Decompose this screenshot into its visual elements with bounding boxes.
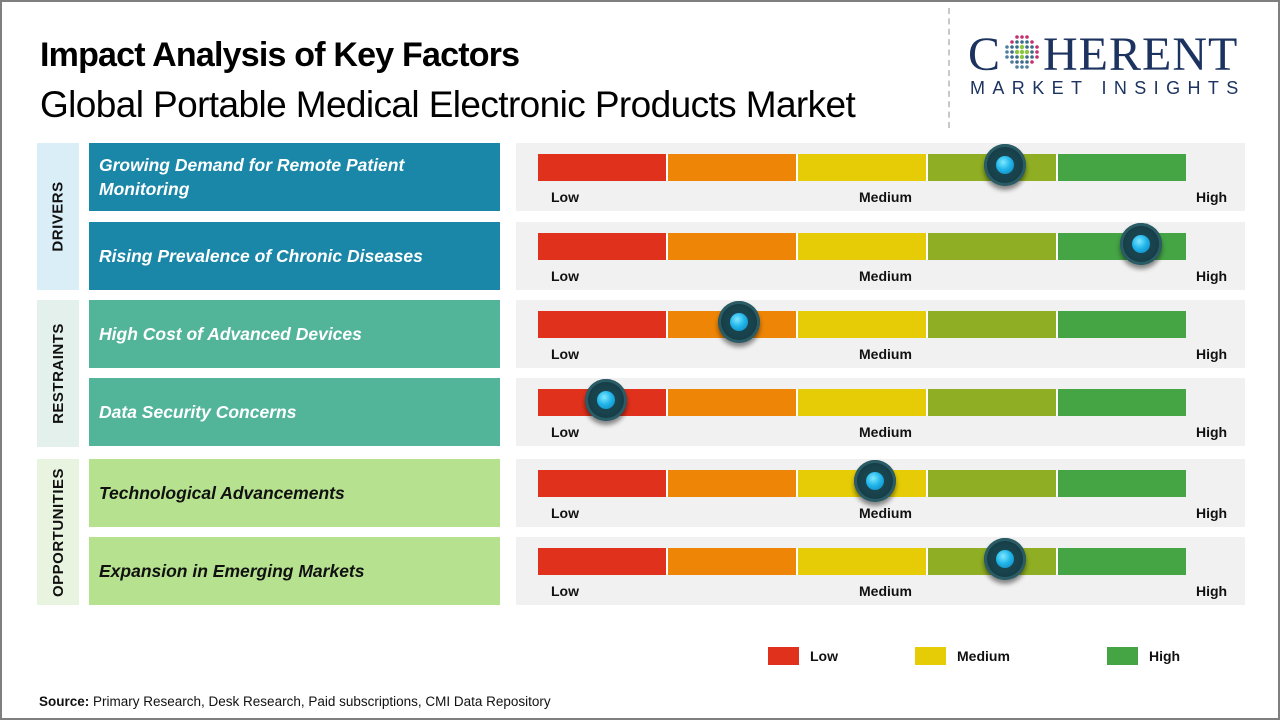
gauge-medium-label: Medium (859, 583, 912, 599)
legend-label: High (1149, 648, 1181, 664)
impact-gauge: Low Medium High (516, 378, 1245, 446)
category-name: OPPORTUNITIES (49, 467, 67, 597)
impact-gauge: Low Medium High (516, 537, 1245, 605)
gauge-segment (538, 311, 668, 338)
impact-gauge: Low Medium High (516, 222, 1245, 290)
page-subtitle: Global Portable Medical Electronic Produ… (40, 84, 856, 125)
gauge-segment (798, 233, 928, 260)
gauge-bar (538, 548, 1186, 575)
gauge-segment (928, 233, 1058, 260)
legend-label: Low (810, 648, 838, 664)
impact-gauge: Low Medium High (516, 300, 1245, 368)
gauge-segment (1058, 548, 1186, 575)
gauge-high-label: High (1196, 583, 1228, 599)
gauge-segment (538, 154, 668, 181)
legend-swatch (1107, 647, 1138, 665)
gauge-segment (538, 233, 668, 260)
legend-swatch (768, 647, 799, 665)
factor-label: Data Security Concerns (99, 402, 297, 422)
category-label-restraints: RESTRAINTS (37, 300, 79, 447)
gauge-high-label: High (1196, 505, 1228, 521)
gauge-medium-label: Medium (859, 424, 912, 440)
gauge-bar (538, 154, 1186, 181)
gauge-bar (538, 311, 1186, 338)
impact-marker (983, 144, 1026, 186)
gauge-medium-label: Medium (859, 189, 912, 205)
factor-label: Technological Advancements (99, 483, 345, 503)
factor-box: High Cost of Advanced Devices (89, 300, 500, 368)
gauge-segment (1058, 470, 1186, 497)
category-name: DRIVERS (49, 181, 67, 252)
gauge-low-label: Low (551, 189, 579, 205)
source-text: Primary Research, Desk Research, Paid su… (89, 694, 551, 709)
legend-label: Medium (957, 648, 1010, 664)
factor-box: Technological Advancements (89, 459, 500, 527)
category-name: RESTRAINTS (49, 323, 67, 424)
logo-letter-c: C (968, 28, 1002, 81)
factor-label: Expansion in Emerging Markets (99, 561, 365, 581)
gauge-segment (538, 470, 668, 497)
impact-marker (1119, 223, 1162, 265)
gauge-segment (928, 389, 1058, 416)
source-label: Source: (39, 694, 90, 709)
legend-item-medium: Medium (915, 647, 1010, 665)
header-divider (948, 8, 950, 128)
gauge-low-label: Low (551, 505, 579, 521)
gauge-segment (668, 233, 798, 260)
impact-marker (585, 379, 628, 421)
legend-item-low: Low (768, 647, 838, 665)
gauge-segment (668, 548, 798, 575)
gauge-bar (538, 233, 1186, 260)
gauge-segment (798, 154, 928, 181)
factor-label: Rising Prevalence of Chronic Diseases (99, 246, 423, 266)
page-title: Impact Analysis of Key Factors (40, 36, 520, 74)
gauge-bar (538, 389, 1186, 416)
factor-box: Rising Prevalence of Chronic Diseases (89, 222, 500, 290)
gauge-segment (928, 311, 1058, 338)
factor-box: Expansion in Emerging Markets (89, 537, 500, 605)
impact-marker (983, 538, 1026, 580)
factor-label: High Cost of Advanced Devices (99, 324, 362, 344)
gauge-segment (1058, 311, 1186, 338)
factor-box: Data Security Concerns (89, 378, 500, 446)
gauge-high-label: High (1196, 346, 1228, 362)
gauge-low-label: Low (551, 424, 579, 440)
gauge-low-label: Low (551, 346, 579, 362)
gauge-high-label: High (1196, 268, 1228, 284)
legend-item-high: High (1107, 647, 1180, 665)
category-label-drivers: DRIVERS (37, 143, 79, 290)
gauge-low-label: Low (551, 268, 579, 284)
logo-tagline: MARKET INSIGHTS (970, 78, 1246, 98)
globe-dots-icon (1005, 35, 1039, 69)
gauge-segment (798, 389, 928, 416)
gauge-segment (538, 548, 668, 575)
factor-box: Growing Demand for Remote Patient Monito… (89, 143, 500, 211)
gauge-segment (668, 389, 798, 416)
gauge-segment (798, 548, 928, 575)
legend-swatch (915, 647, 946, 665)
gauge-segment (668, 470, 798, 497)
gauge-high-label: High (1196, 189, 1228, 205)
logo-brand-text: HERENT (1043, 28, 1239, 81)
gauge-segment (1058, 389, 1186, 416)
gauge-bar (538, 470, 1186, 497)
gauge-segment (1058, 154, 1186, 181)
gauge-segment (668, 154, 798, 181)
impact-gauge: Low Medium High (516, 143, 1245, 211)
company-logo: C HERENT MARKET INSIGHTS (968, 30, 1268, 100)
gauge-segment (798, 311, 928, 338)
impact-marker (853, 460, 896, 502)
gauge-medium-label: Medium (859, 346, 912, 362)
category-label-opportunities: OPPORTUNITIES (37, 459, 79, 605)
impact-gauge: Low Medium High (516, 459, 1245, 527)
factor-label: Growing Demand for Remote Patient Monito… (99, 155, 405, 199)
source-note: Source: Primary Research, Desk Research,… (39, 694, 551, 709)
gauge-medium-label: Medium (859, 268, 912, 284)
gauge-high-label: High (1196, 424, 1228, 440)
gauge-medium-label: Medium (859, 505, 912, 521)
gauge-segment (928, 470, 1058, 497)
impact-marker (717, 301, 760, 343)
gauge-low-label: Low (551, 583, 579, 599)
